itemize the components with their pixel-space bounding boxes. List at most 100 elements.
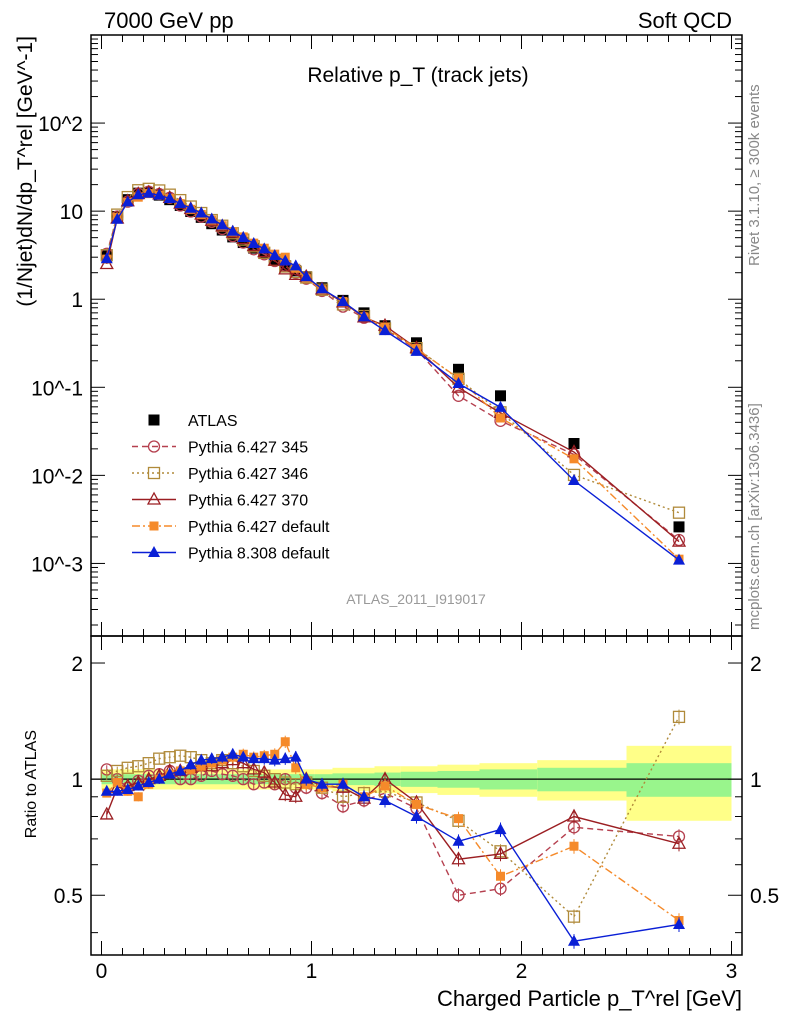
ratio-point-3 bbox=[412, 799, 421, 809]
mcplots-label: mcplots.cern.ch [arXiv:1306.3436] bbox=[746, 403, 763, 630]
ratio-tick-label-right: 2 bbox=[750, 653, 762, 676]
ratio-point-3 bbox=[196, 761, 206, 771]
ratio-tick-label-right: 1 bbox=[750, 769, 762, 792]
series-point-4 bbox=[316, 282, 328, 294]
series-point-4 bbox=[673, 553, 685, 565]
series-point-2 bbox=[278, 261, 293, 275]
series-point-2 bbox=[671, 533, 687, 547]
series-point-4 bbox=[300, 270, 313, 282]
series-line-1 bbox=[106, 188, 680, 514]
series-point-4 bbox=[100, 252, 113, 264]
legend-marker bbox=[146, 491, 162, 505]
series-point-4 bbox=[337, 295, 349, 307]
legend-marker bbox=[149, 521, 159, 531]
ratio-point-4 bbox=[121, 782, 134, 794]
ratio-point-4 bbox=[111, 784, 124, 796]
header-right: Soft QCD bbox=[637, 8, 732, 33]
legend-label: Pythia 6.427 370 bbox=[188, 493, 308, 510]
ratio-point-4 bbox=[358, 790, 370, 802]
ratio-point-4 bbox=[673, 917, 685, 929]
axes: 0 1 2 3 Charged Particle p_T^rel [GeV] 10^-3 1… bbox=[14, 34, 779, 1011]
ratio-point-4 bbox=[300, 772, 313, 784]
ratio-point-4 bbox=[289, 750, 302, 762]
ratio-tick-label-right: 0.5 bbox=[750, 885, 779, 908]
y-tick-label: 10^-3 bbox=[31, 553, 83, 576]
ratio-point-3 bbox=[380, 781, 390, 791]
ratio-point-4 bbox=[226, 747, 239, 759]
ratio-point-3 bbox=[112, 778, 122, 788]
legend-label: Pythia 6.427 default bbox=[188, 519, 330, 536]
series-point-4 bbox=[205, 212, 218, 224]
series-point-4 bbox=[142, 186, 155, 198]
ratio-point-4 bbox=[100, 784, 113, 796]
series-point-4 bbox=[226, 224, 239, 236]
header-left: 7000 GeV pp bbox=[104, 8, 234, 33]
series-point-4 bbox=[153, 188, 166, 200]
ratio-point-3 bbox=[291, 763, 301, 773]
ratio-point-4 bbox=[279, 752, 292, 764]
ratio-point-4 bbox=[379, 794, 391, 806]
series-point-4 bbox=[121, 195, 134, 207]
ratio-point-2 bbox=[257, 764, 272, 778]
y-tick-label: 10^-2 bbox=[31, 465, 83, 488]
legend-label: ATLAS bbox=[188, 413, 238, 430]
legend-marker bbox=[148, 414, 160, 426]
series-point-4 bbox=[195, 206, 208, 218]
watermark: ATLAS_2011_I919017 bbox=[346, 591, 486, 607]
series-point-4 bbox=[279, 254, 292, 266]
ratio-point-2 bbox=[451, 851, 466, 865]
ratio-point-4 bbox=[247, 752, 260, 764]
series-point-1 bbox=[672, 506, 686, 519]
ratio-point-2 bbox=[99, 806, 114, 820]
ratio-point-1 bbox=[567, 910, 581, 923]
ratio-point-0 bbox=[452, 889, 465, 902]
series-point-4 bbox=[410, 344, 423, 356]
ratio-point-4 bbox=[410, 810, 423, 822]
ratio-point-4 bbox=[216, 750, 229, 762]
ratio-point-4 bbox=[142, 776, 155, 788]
series-point-4 bbox=[289, 259, 302, 271]
legend: ATLAS Pythia 6.427 345 Pythia 6.427 346 Pyt… bbox=[132, 413, 330, 563]
ratio-tick-label: 0.5 bbox=[54, 885, 83, 908]
series-point-4 bbox=[216, 218, 229, 230]
series-point-4 bbox=[237, 231, 250, 243]
series-point-4 bbox=[379, 324, 391, 336]
ratio-point-2 bbox=[671, 835, 687, 849]
ratio-point-3 bbox=[454, 814, 463, 824]
ratio-point-4 bbox=[452, 834, 465, 846]
series-point-4 bbox=[111, 212, 124, 224]
legend-label: Pythia 8.308 default bbox=[188, 546, 330, 563]
series-point-4 bbox=[358, 310, 370, 322]
ratio-point-2 bbox=[267, 774, 282, 788]
atlas-point bbox=[248, 242, 260, 254]
legend-label: Pythia 6.427 345 bbox=[188, 440, 308, 457]
ratio-point-4 bbox=[237, 750, 250, 762]
series-point-4 bbox=[568, 474, 580, 486]
x-tick-label: 1 bbox=[306, 960, 318, 983]
series-point-4 bbox=[247, 236, 260, 248]
main-series-group bbox=[99, 182, 687, 565]
y-tick-label: 10 bbox=[60, 201, 83, 224]
ratio-point-2 bbox=[236, 755, 251, 769]
ratio-point-4 bbox=[153, 772, 166, 784]
atlas-point bbox=[279, 260, 291, 272]
ratio-point-0 bbox=[237, 772, 250, 786]
band-stat bbox=[626, 763, 732, 797]
x-tick-label: 2 bbox=[516, 960, 528, 983]
series-point-4 bbox=[184, 201, 197, 213]
x-tick-label: 3 bbox=[726, 960, 738, 983]
ratio-point-4 bbox=[316, 777, 328, 789]
y-axis-label: (1/Njet)dN/dp_T^rel [GeV^-1] bbox=[14, 36, 37, 307]
series-point-4 bbox=[174, 197, 187, 209]
ratio-point-4 bbox=[174, 764, 187, 776]
ratio-point-2 bbox=[566, 808, 582, 822]
atlas-point bbox=[673, 521, 685, 533]
ratio-point-4 bbox=[337, 777, 349, 789]
ratio-point-3 bbox=[496, 871, 505, 881]
ratio-point-3 bbox=[280, 737, 290, 747]
series-point-4 bbox=[494, 400, 507, 412]
ratio-point-3 bbox=[133, 792, 143, 802]
ratio-point-4 bbox=[494, 823, 507, 835]
x-axis-label: Charged Particle p_T^rel [GeV] bbox=[437, 986, 742, 1011]
